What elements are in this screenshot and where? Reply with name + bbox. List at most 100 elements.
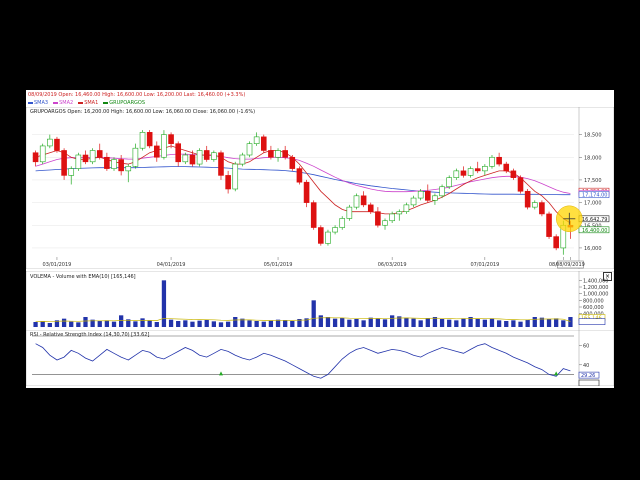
- volume-bar: [439, 319, 445, 327]
- candle: [82, 154, 89, 163]
- price-panel-bg: [26, 107, 614, 269]
- volume-chart[interactable]: 1,400,0001,200,0001,000,000800,000600,00…: [26, 271, 614, 331]
- volume-bar: [190, 321, 195, 327]
- candle: [531, 202, 538, 208]
- x-cursor-badge: [557, 260, 584, 269]
- candle: [161, 134, 167, 158]
- x-tick-label: 04/01/2019: [157, 262, 186, 268]
- volume-bar: [532, 317, 537, 327]
- volume-badge: [578, 318, 606, 325]
- volume-tick-label: 1,400,000: [583, 278, 608, 284]
- volume-bar: [233, 317, 238, 327]
- volume-bar: [546, 319, 552, 327]
- volume-bar: [47, 323, 52, 327]
- candle: [96, 150, 103, 158]
- volume-bar: [475, 319, 480, 327]
- candle: [396, 211, 403, 215]
- candle: [524, 190, 531, 208]
- candle: [246, 143, 253, 156]
- legend-item-sma3[interactable]: SMA3: [28, 99, 48, 106]
- volume-bar: [340, 318, 345, 327]
- legend-label: SMA3: [34, 99, 49, 106]
- candle: [446, 177, 452, 188]
- rsi-badge: [578, 371, 600, 379]
- volume-bar: [325, 317, 331, 327]
- price-chart[interactable]: 18,50018,00017,50017,00016,50016,00017,2…: [26, 107, 614, 269]
- candle: [111, 159, 117, 169]
- price-tick-label: 16,000: [584, 246, 602, 252]
- chart-window: 08/09/2019 Open: 16,460.00 High: 16,600.…: [26, 90, 614, 388]
- volume-bar: [76, 322, 81, 327]
- volume-bar: [347, 319, 352, 327]
- volume-bar: [489, 318, 495, 327]
- candle: [232, 163, 239, 190]
- volume-bar: [83, 317, 88, 327]
- volume-bar: [111, 321, 117, 327]
- volume-panel-title: VOLEMA - Volume with EMA(10) [165,146]: [30, 274, 136, 280]
- candle: [182, 154, 189, 163]
- candle: [339, 218, 346, 228]
- candle: [318, 227, 324, 244]
- sma3-line: [35, 166, 571, 196]
- price-badge-label: 17,174.00: [582, 193, 607, 199]
- volume-bar: [382, 319, 388, 327]
- legend: SMA3 SMA2 SMA1 GRUPOARGOS: [28, 99, 145, 106]
- candle: [75, 154, 82, 169]
- volume-bar: [261, 321, 266, 327]
- legend-swatch: [78, 101, 84, 104]
- rsi-badge: [578, 379, 600, 386]
- candle: [489, 156, 495, 167]
- volume-bar: [525, 319, 530, 327]
- legend-item-grupoargos[interactable]: GRUPOARGOS: [103, 99, 145, 106]
- legend-swatch: [53, 101, 59, 104]
- candle: [275, 150, 281, 158]
- candle: [439, 186, 445, 197]
- candle: [47, 138, 53, 147]
- candle: [139, 132, 146, 149]
- candle: [517, 177, 524, 192]
- volume-bar: [447, 319, 452, 327]
- candle: [189, 154, 196, 165]
- x-cursor-label: 08/09/2019: [556, 262, 585, 268]
- legend-swatch: [28, 101, 33, 104]
- candle: [367, 204, 374, 212]
- volume-tick-label: 1,000,000: [583, 292, 608, 298]
- candle: [410, 197, 417, 206]
- candle: [425, 190, 431, 201]
- legend-item-sma1[interactable]: SMA1: [78, 99, 98, 106]
- sma1-line: [35, 145, 571, 224]
- volume-bar: [432, 317, 438, 327]
- candle: [282, 150, 288, 158]
- rsi-chart[interactable]: 60 40 29.26: [26, 330, 614, 386]
- volume-tick-label: 600,000: [583, 305, 604, 311]
- candle: [496, 156, 502, 165]
- volume-bar: [218, 322, 224, 327]
- candle: [211, 152, 217, 160]
- legend-swatch: [103, 101, 109, 104]
- candle: [196, 150, 203, 165]
- volume-bar: [33, 322, 38, 327]
- volume-bar: [297, 319, 302, 327]
- candle: [332, 227, 338, 233]
- volume-bar: [247, 320, 252, 327]
- volume-bar: [454, 320, 459, 327]
- volume-bar: [176, 321, 181, 327]
- volume-bar: [468, 317, 473, 327]
- candle: [168, 134, 174, 144]
- x-tick-label: 05/01/2019: [264, 262, 293, 268]
- volume-bar: [126, 319, 131, 327]
- rsi-panel-title: RSI - Relative Strength Index (14,30,70)…: [30, 332, 150, 338]
- close-panel-button[interactable]: ×: [603, 272, 612, 281]
- price-tick-label: 16,500: [584, 223, 602, 229]
- candle: [54, 138, 60, 151]
- volume-bar: [311, 300, 316, 327]
- volume-tick-label: 800,000: [583, 298, 604, 304]
- volume-bar: [354, 319, 359, 327]
- volume-bar: [539, 317, 545, 327]
- ohlc-info-line: 08/09/2019 Open: 16,460.00 High: 16,600.…: [28, 92, 246, 98]
- legend-item-sma2[interactable]: SMA2: [53, 99, 73, 106]
- price-badge-label: 16,400.00: [582, 228, 607, 234]
- volume-bar: [318, 315, 323, 327]
- candle: [203, 150, 210, 160]
- candle: [218, 152, 224, 176]
